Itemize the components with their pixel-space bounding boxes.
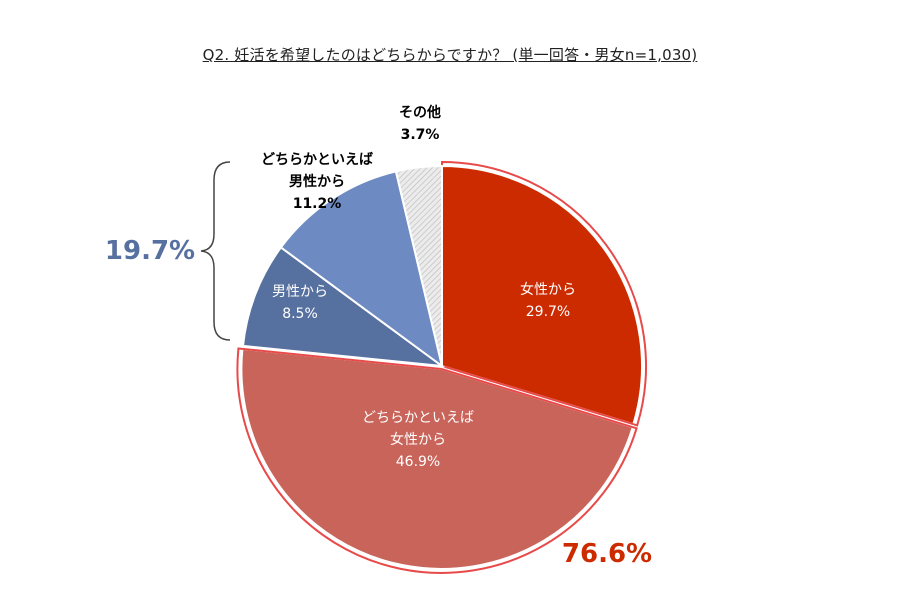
slice-other-label: その他 3.7% xyxy=(399,104,441,143)
slice-somewhat-female xyxy=(240,347,635,570)
slice-somewhat-male xyxy=(279,170,444,369)
slice-female-outline xyxy=(441,160,647,427)
slice-male xyxy=(241,246,446,368)
slice-somewhat-male-label: どちらかといえば男性から 11.2% xyxy=(261,152,373,212)
slices-layer xyxy=(236,160,647,574)
slice-female xyxy=(441,164,643,426)
slice-male-label: 男性から 8.5% xyxy=(272,284,328,322)
labels-layer: 女性から 29.7% どちらかといえば女性から 46.9% 男性から 8.5% どちらかとい… xyxy=(261,104,576,470)
male-group-brace xyxy=(200,161,231,341)
male-group-label: 19.7% xyxy=(105,236,195,266)
slice-somewhat-female-label: どちらかといえば女性から 46.9% xyxy=(362,410,474,470)
slice-other xyxy=(394,164,443,367)
slice-somewhat-female-outline xyxy=(236,347,638,574)
female-group-label: 76.6% xyxy=(562,539,652,569)
chart-title: Q2. 妊活を希望したのはどちらからですか？ (単一回答・男女n=1,030) xyxy=(202,46,698,64)
slice-female-label: 女性から 29.7% xyxy=(520,281,576,320)
